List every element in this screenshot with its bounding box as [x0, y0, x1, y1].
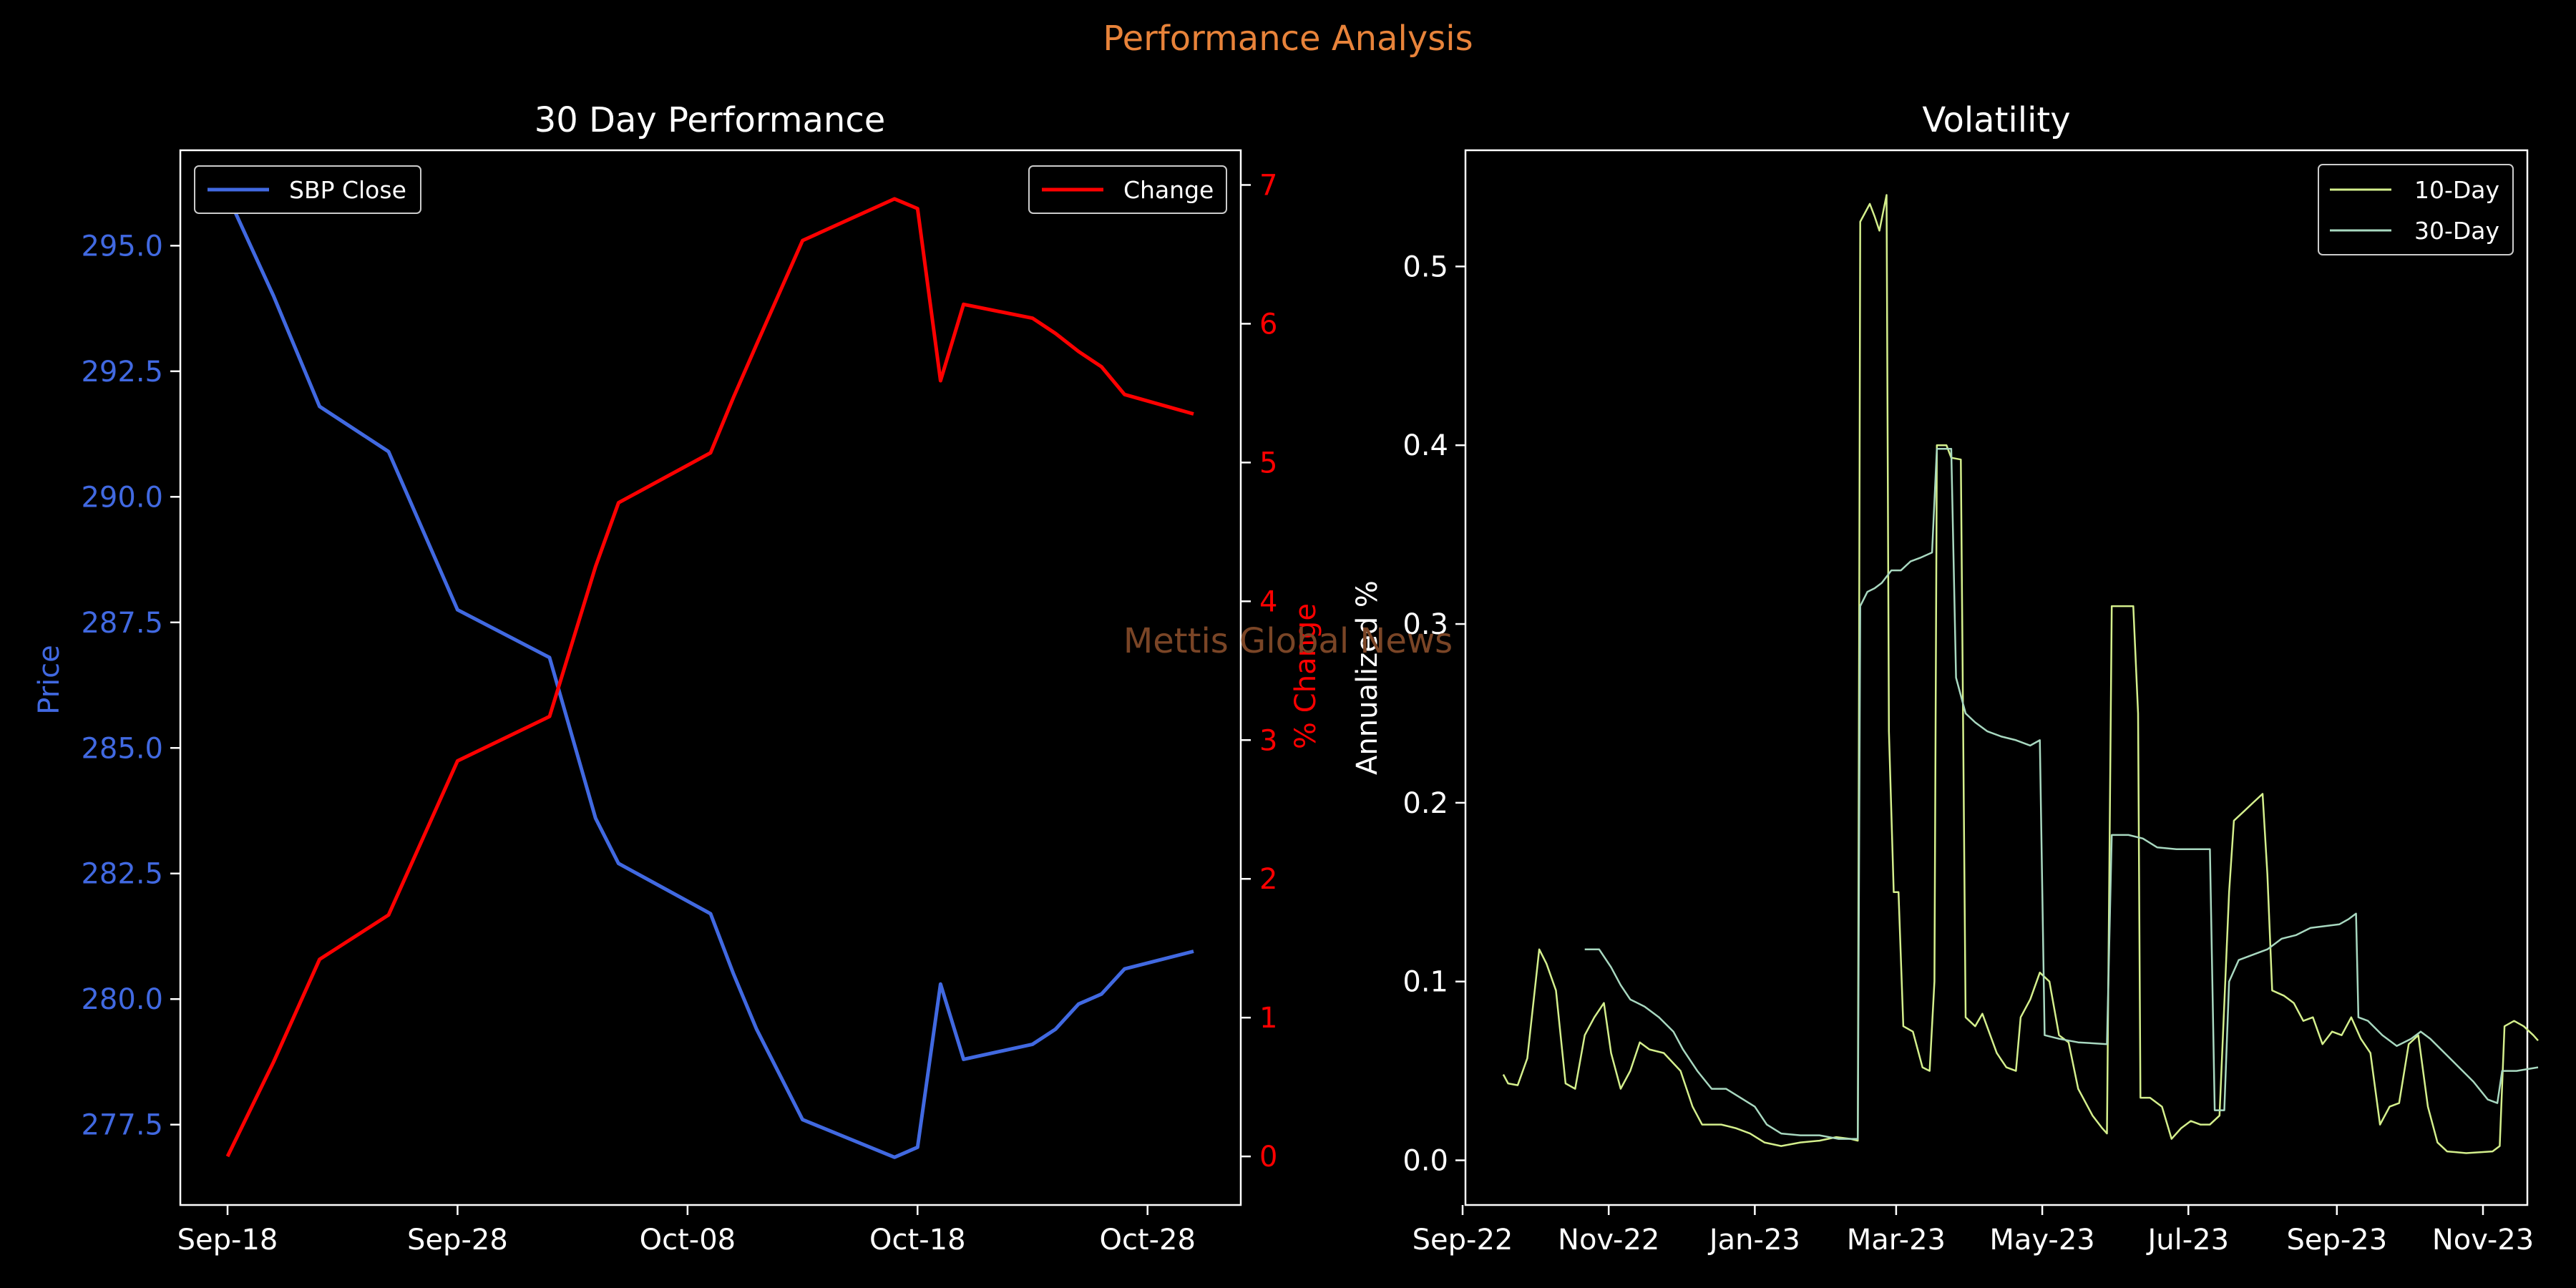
- volatility-series: [1502, 194, 2539, 1154]
- price-tick-label: 287.5: [81, 607, 163, 640]
- month-tick-label: Mar-23: [1847, 1224, 1946, 1257]
- month-tick-label: May-23: [1989, 1224, 2094, 1257]
- volatility-tick-label: 0.4: [1402, 429, 1448, 462]
- volatility-tick-label: 0.2: [1402, 787, 1448, 820]
- price-legend-label: SBP Close: [289, 176, 406, 204]
- volatility-legend: 10-Day 30-Day: [2318, 164, 2514, 255]
- price-tick-label: 295.0: [81, 230, 163, 263]
- change-tick-label: 6: [1259, 308, 1277, 341]
- change-legend-box: [1028, 165, 1227, 214]
- price-axis: 277.5 280.0 282.5 285.0 287.5 290.0 292.5 295.0: [81, 230, 180, 1142]
- month-tick-label: Jul-23: [2145, 1224, 2229, 1257]
- performance-series: [225, 195, 1194, 1159]
- thirty-day-volatility-line: [1584, 447, 2539, 1140]
- date-tick-label: Oct-08: [640, 1224, 736, 1257]
- date-tick-label: Oct-18: [869, 1224, 966, 1257]
- change-legend-label: Change: [1123, 176, 1214, 204]
- ten-day-volatility-line: [1502, 194, 2539, 1154]
- ten-day-legend-label: 10-Day: [2414, 176, 2499, 204]
- change-tick-label: 4: [1259, 585, 1277, 618]
- month-tick-label: Sep-23: [2286, 1224, 2387, 1257]
- change-tick-label: 7: [1259, 169, 1277, 202]
- price-tick-label: 290.0: [81, 481, 163, 514]
- volatility-tick-label: 0.3: [1402, 608, 1448, 641]
- volatility-y-axis: 0.0 0.1 0.2 0.3 0.4 0.5: [1402, 250, 1465, 1178]
- price-tick-label: 277.5: [81, 1109, 163, 1142]
- change-tick-label: 3: [1259, 724, 1277, 757]
- change-line: [225, 197, 1194, 1158]
- price-tick-label: 285.0: [81, 732, 163, 765]
- performance-chart-title: 30 Day Performance: [535, 100, 886, 140]
- change-tick-label: 5: [1259, 447, 1277, 479]
- volatility-chart-title: Volatility: [1922, 100, 2070, 140]
- change-tick-label: 1: [1259, 1002, 1277, 1035]
- watermark: Mettis Global News: [1123, 621, 1453, 661]
- volatility-tick-label: 0.0: [1402, 1145, 1448, 1178]
- volatility-axis-label: Annualized %: [1351, 580, 1384, 775]
- price-legend-box: [194, 165, 421, 214]
- date-tick-label: Sep-18: [177, 1224, 278, 1257]
- change-tick-label: 2: [1259, 863, 1277, 896]
- volatility-plot-frame: [1464, 149, 2529, 1206]
- price-tick-label: 292.5: [81, 356, 163, 389]
- sbp-close-line: [225, 195, 1194, 1159]
- date-axis: Sep-18 Sep-28 Oct-08 Oct-18 Oct-28: [177, 1205, 1196, 1257]
- volatility-chart: Volatility 0.0 0.1 0.2 0.3 0.4 0.5 Sep-22 Nov-…: [1351, 100, 2539, 1257]
- price-tick-label: 280.0: [81, 983, 163, 1016]
- price-axis-label: Price: [33, 645, 66, 715]
- month-tick-label: Nov-23: [2432, 1224, 2534, 1257]
- volatility-tick-label: 0.1: [1402, 966, 1448, 999]
- figure-suptitle: Performance Analysis: [1103, 19, 1473, 59]
- month-tick-label: Nov-22: [1558, 1224, 1659, 1257]
- price-tick-label: 282.5: [81, 858, 163, 891]
- month-tick-label: Sep-22: [1413, 1224, 1513, 1257]
- change-axis: 0 1 2 3 4 5 6 7: [1241, 169, 1277, 1174]
- volatility-tick-label: 0.5: [1402, 250, 1448, 283]
- performance-chart: 30 Day Performance 277.5280.0282.5285.02…: [33, 100, 1322, 1257]
- change-legend: Change: [1028, 165, 1227, 214]
- price-legend: SBP Close: [194, 165, 421, 214]
- date-tick-label: Sep-28: [407, 1224, 508, 1257]
- thirty-day-legend-label: 30-Day: [2414, 217, 2499, 245]
- change-tick-label: 0: [1259, 1141, 1277, 1174]
- performance-plot-frame: [179, 149, 1242, 1206]
- date-tick-label: Oct-28: [1099, 1224, 1196, 1257]
- change-axis-label: % Change: [1289, 603, 1322, 749]
- volatility-x-axis: Sep-22 Nov-22 Jan-23 Mar-23 May-23 Jul-23 Sep-…: [1413, 1205, 2534, 1257]
- month-tick-label: Jan-23: [1707, 1224, 1800, 1257]
- volatility-legend-box: [2318, 164, 2514, 255]
